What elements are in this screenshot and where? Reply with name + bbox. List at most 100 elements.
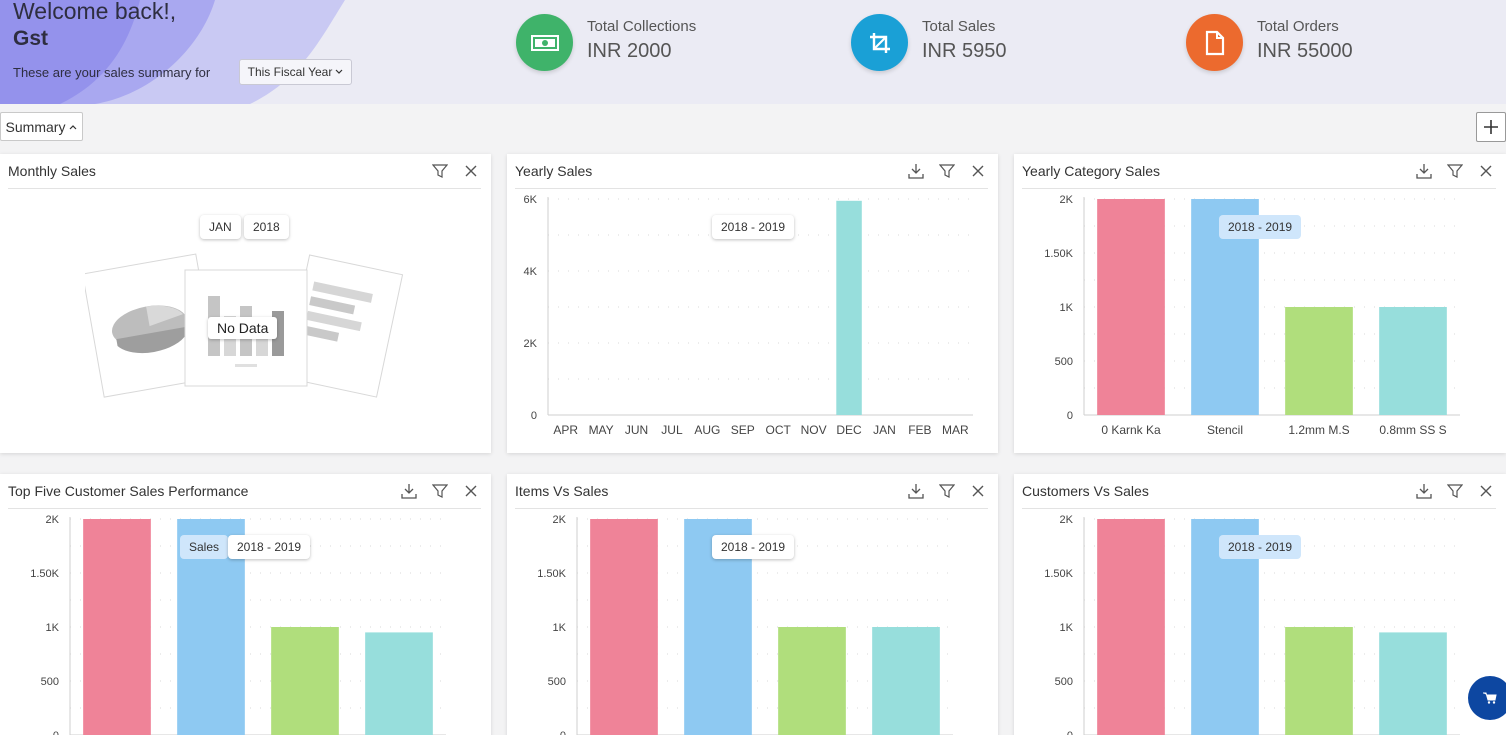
- summary-caption: These are your sales summary for: [13, 65, 211, 80]
- bar: [872, 627, 940, 735]
- y-tick-label: 0: [1067, 410, 1073, 422]
- items-vs-sales-card: Items Vs Sales 0 500 1K 1.50K 2K 2018 - 2019: [507, 474, 998, 735]
- crop-icon: [851, 14, 908, 71]
- kpi-value: INR 5950: [922, 40, 1007, 62]
- period-pill[interactable]: 2018 - 2019: [1219, 535, 1302, 559]
- yearly-category-sales-chart: 0 500 1K 1.50K 2K 0 Karnk Ka Stencil 1.2mm M.S 0…: [1044, 194, 1460, 437]
- download-icon: [908, 484, 924, 499]
- close-button[interactable]: [461, 481, 481, 501]
- y-tick-label: 500: [1055, 676, 1073, 688]
- month-pill[interactable]: JAN: [200, 215, 241, 239]
- filter-icon: [939, 164, 955, 178]
- period-select[interactable]: This Fiscal Year: [239, 59, 352, 85]
- bar: [365, 632, 433, 735]
- filter-icon: [432, 484, 448, 498]
- download-button[interactable]: [906, 481, 926, 501]
- download-button[interactable]: [906, 161, 926, 181]
- kpi-label: Total Orders: [1257, 18, 1339, 35]
- y-tick-label: 0: [53, 730, 59, 735]
- period-pill[interactable]: 2018 - 2019: [712, 535, 795, 559]
- yearly-sales-card: Yearly Sales 0 2K 4K 6K APR MAY JUN JUL AUG SEP OC…: [507, 154, 998, 453]
- filter-button[interactable]: [937, 161, 957, 181]
- close-icon: [972, 485, 984, 497]
- filter-icon: [1447, 484, 1463, 498]
- x-tick-label: MAY: [589, 423, 614, 437]
- close-icon: [1480, 485, 1492, 497]
- x-tick-label: 0 Karnk Ka: [1101, 423, 1161, 437]
- y-tick-label: 1.50K: [1044, 248, 1073, 260]
- year-pill[interactable]: 2018: [244, 215, 289, 239]
- y-tick-label: 1K: [553, 622, 567, 634]
- money-icon: [516, 14, 573, 71]
- x-tick-label: APR: [553, 423, 578, 437]
- x-tick-label: MAR: [942, 423, 969, 437]
- download-icon: [1416, 164, 1432, 179]
- y-tick-label: 4K: [524, 266, 538, 278]
- filter-button[interactable]: [1445, 481, 1465, 501]
- kpi-label: Total Collections: [587, 18, 697, 35]
- close-button[interactable]: [968, 481, 988, 501]
- chevron-down-icon: [335, 69, 343, 74]
- x-tick-label: OCT: [766, 423, 792, 437]
- period-pill[interactable]: 2018 - 2019: [712, 215, 795, 239]
- card-title: Yearly Sales: [515, 163, 593, 179]
- card-title: Customers Vs Sales: [1022, 483, 1149, 499]
- filter-button[interactable]: [430, 481, 450, 501]
- x-tick-label: JUL: [661, 423, 683, 437]
- y-tick-label: 1.50K: [1044, 568, 1073, 580]
- filter-button[interactable]: [937, 481, 957, 501]
- x-tick-label: Stencil: [1207, 423, 1243, 437]
- x-tick-label: FEB: [908, 423, 931, 437]
- y-tick-label: 1K: [1060, 302, 1074, 314]
- x-tick-label: DEC: [836, 423, 862, 437]
- period-pill[interactable]: 2018 - 2019: [1219, 215, 1302, 239]
- monthly-sales-card: Monthly Sales JAN 2018 No Data: [0, 154, 491, 453]
- x-tick-label: NOV: [801, 423, 827, 437]
- close-button[interactable]: [461, 161, 481, 181]
- top-five-customer-chart: 0 500 1K 1.50K 2K: [30, 514, 446, 735]
- period-pill[interactable]: 2018 - 2019: [228, 535, 311, 559]
- close-icon: [1480, 165, 1492, 177]
- bar: [1285, 307, 1353, 415]
- download-button[interactable]: [1414, 161, 1434, 181]
- card-title: Top Five Customer Sales Performance: [8, 483, 249, 499]
- x-tick-label: 0.8mm SS S: [1379, 423, 1446, 437]
- kpi-total-orders: Total Orders INR 55000: [1186, 14, 1353, 71]
- download-button[interactable]: [1414, 481, 1434, 501]
- y-tick-label: 2K: [1060, 194, 1074, 206]
- close-button[interactable]: [1476, 161, 1496, 181]
- card-title: Yearly Category Sales: [1022, 163, 1161, 179]
- summary-button-label: Summary: [5, 118, 66, 135]
- summary-button[interactable]: Summary: [0, 112, 83, 141]
- y-tick-label: 0: [560, 730, 566, 735]
- kpi-label: Total Sales: [922, 18, 996, 35]
- close-icon: [465, 165, 477, 177]
- card-title: Monthly Sales: [8, 163, 96, 179]
- card-header: Monthly Sales: [8, 154, 481, 189]
- card-header: Yearly Category Sales: [1022, 154, 1496, 189]
- series-pill[interactable]: Sales: [180, 535, 229, 559]
- bar: [590, 519, 658, 735]
- card-header: Yearly Sales: [515, 154, 988, 189]
- bar: [1285, 627, 1353, 735]
- x-tick-label: JUN: [625, 423, 648, 437]
- filter-button[interactable]: [1445, 161, 1465, 181]
- close-button[interactable]: [968, 161, 988, 181]
- x-tick-label: 1.2mm M.S: [1288, 423, 1349, 437]
- bar: [271, 627, 339, 735]
- y-tick-label: 500: [41, 676, 59, 688]
- x-tick-label: AUG: [694, 423, 720, 437]
- cart-button[interactable]: [1468, 676, 1506, 720]
- bar: [836, 200, 862, 415]
- close-button[interactable]: [1476, 481, 1496, 501]
- download-icon: [1416, 484, 1432, 499]
- download-button[interactable]: [399, 481, 419, 501]
- x-tick-label: SEP: [731, 423, 755, 437]
- customers-vs-sales-chart: 0 500 1K 1.50K 2K: [1044, 514, 1460, 735]
- y-tick-label: 0: [1067, 730, 1073, 735]
- filter-button[interactable]: [430, 161, 450, 181]
- add-widget-button[interactable]: [1476, 112, 1506, 142]
- yearly-category-sales-card: Yearly Category Sales 0 500 1K 1.50K 2K 0 Kar…: [1014, 154, 1506, 453]
- card-header: Items Vs Sales: [515, 474, 988, 509]
- y-tick-label: 500: [548, 676, 566, 688]
